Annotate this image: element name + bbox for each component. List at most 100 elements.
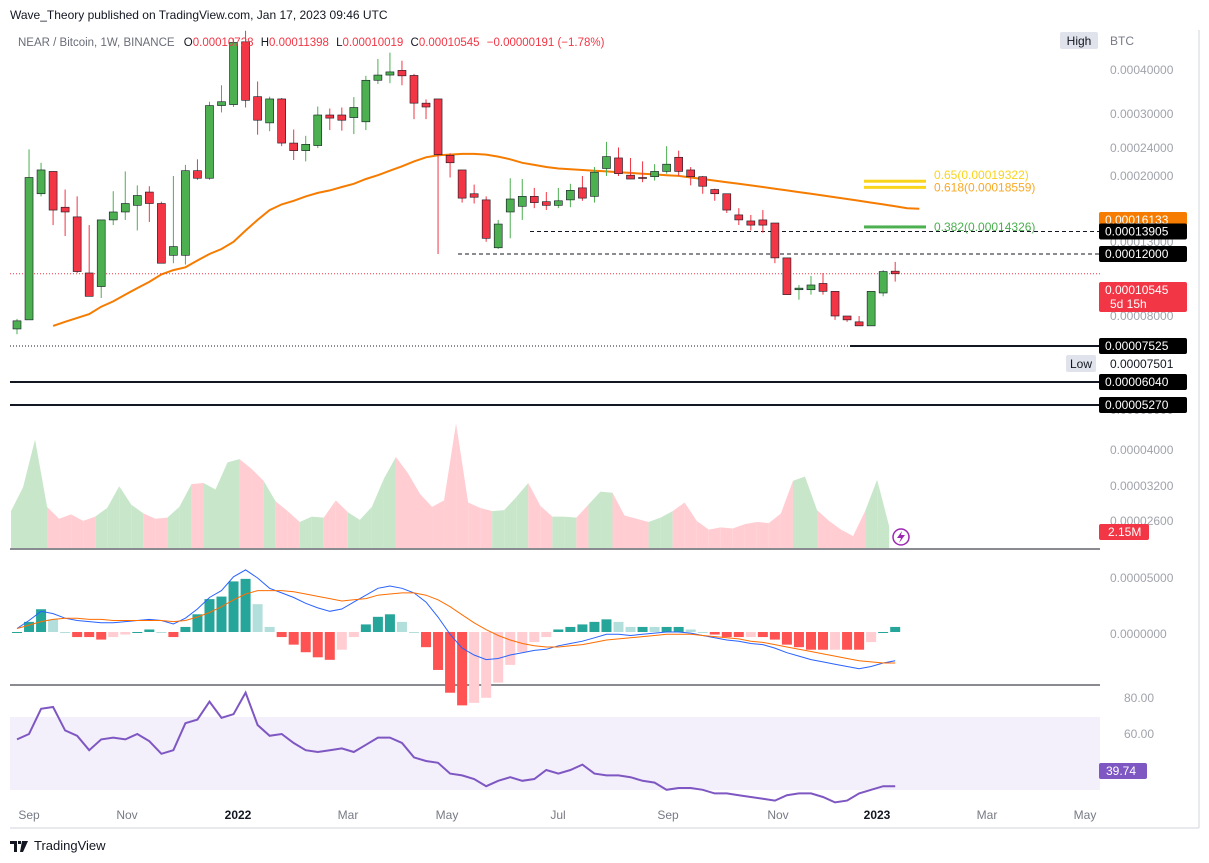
candle-down xyxy=(830,291,840,317)
volume-area xyxy=(516,483,529,548)
candle-up xyxy=(133,195,142,206)
macd-histogram-bar xyxy=(216,596,227,632)
low-value: 0.00010019 xyxy=(343,37,404,49)
candle-down xyxy=(529,196,539,203)
macd-histogram-bar xyxy=(276,632,287,638)
support-tag-3-bg xyxy=(1099,397,1187,413)
time-axis-label: 2023 xyxy=(864,808,891,822)
volume-area xyxy=(528,483,541,548)
time-axis-label: Nov xyxy=(116,808,137,822)
macd-histogram-bar xyxy=(469,632,480,703)
candle-down xyxy=(48,171,58,211)
macd-histogram-bar xyxy=(866,632,877,643)
candle-down xyxy=(277,98,286,144)
candle-down xyxy=(686,169,695,178)
candle-up xyxy=(108,211,118,221)
rsi-series xyxy=(16,690,896,804)
candle-up xyxy=(217,101,226,106)
candle-down xyxy=(842,315,852,321)
macd-histogram-bar xyxy=(781,632,792,645)
candle-down xyxy=(638,177,647,179)
candle-down xyxy=(469,193,479,198)
macd-histogram-bar xyxy=(553,629,564,632)
volume-area xyxy=(732,524,745,548)
tradingview-logo[interactable]: TradingView xyxy=(10,838,106,853)
volume-area xyxy=(71,514,84,548)
volume-area xyxy=(239,459,252,548)
candle-up xyxy=(120,203,130,213)
volume-area xyxy=(768,513,781,548)
volume-area xyxy=(696,520,709,548)
ema-path xyxy=(52,152,920,327)
time-axis-label: 2022 xyxy=(225,808,252,822)
candle-up xyxy=(866,291,876,327)
volume-area xyxy=(395,457,408,548)
volume-area xyxy=(540,505,553,548)
macd-histogram-bar xyxy=(830,632,841,650)
volume-area xyxy=(59,514,72,548)
volume-area xyxy=(420,493,433,548)
volume-tag-bg xyxy=(1099,524,1149,540)
support-tag-3: 0.00005270 xyxy=(1105,398,1169,412)
macd-histogram-bar xyxy=(300,632,311,653)
volume-area xyxy=(335,500,348,548)
open-value: 0.00010728 xyxy=(193,37,254,49)
candle-up xyxy=(181,170,190,256)
candle-up xyxy=(385,71,395,76)
macd-histogram-bar xyxy=(493,632,504,683)
candle-up xyxy=(265,98,274,124)
macd-histogram-bar xyxy=(240,578,251,632)
lightning-icon[interactable] xyxy=(892,528,910,546)
time-axis[interactable]: Sep Nov 2022 Mar May Jul Sep Nov 2023 Mar May xyxy=(18,808,1096,822)
macd-histogram-bar xyxy=(661,626,672,632)
candle-down xyxy=(409,75,419,104)
candle-down xyxy=(60,206,70,213)
volume-area xyxy=(636,518,649,548)
volume-area xyxy=(131,504,144,548)
volume-area xyxy=(588,491,601,548)
low-badge xyxy=(1066,355,1096,372)
volume-axis-label: 0.00004000 xyxy=(1110,443,1174,457)
signal-line xyxy=(16,590,896,664)
volume-area xyxy=(35,439,48,548)
volume-area xyxy=(780,480,793,548)
macd-histogram-bar xyxy=(204,599,215,632)
fib-label: 0.618(0.00018559) xyxy=(934,180,1035,194)
fib-line xyxy=(864,185,926,189)
high-label: High xyxy=(1067,34,1092,48)
candle-up xyxy=(12,320,22,330)
volume-area xyxy=(383,457,396,548)
macd-histogram-bar xyxy=(721,632,732,638)
macd-histogram-bar xyxy=(842,632,853,650)
time-axis-label: Mar xyxy=(977,808,998,822)
volume-area xyxy=(816,510,830,548)
volume-area xyxy=(323,500,336,548)
volume-area xyxy=(203,483,216,548)
candle-up xyxy=(554,200,563,206)
time-axis-label: May xyxy=(1074,808,1097,822)
candle-up xyxy=(169,246,178,256)
volume-area xyxy=(480,507,493,548)
volume-area xyxy=(564,516,577,548)
rsi-tag: 39.74 xyxy=(1106,764,1136,778)
macd-line xyxy=(16,569,896,670)
volume-area xyxy=(504,497,517,548)
candle-down xyxy=(722,193,732,211)
time-axis-label: May xyxy=(436,808,459,822)
macd-histogram-bar xyxy=(505,632,516,665)
candle-up xyxy=(662,163,671,172)
fib-label: 0.65(0.00019322) xyxy=(934,168,1029,182)
macd-histogram-bar xyxy=(192,614,203,632)
macd-histogram-bar xyxy=(745,632,756,638)
volume-area xyxy=(359,506,372,548)
macd-histogram-bar xyxy=(360,624,371,632)
candle-up xyxy=(36,169,46,195)
macd-histogram-bar xyxy=(168,632,179,638)
candle-down xyxy=(710,189,720,195)
candle-up xyxy=(493,223,503,249)
volume-area xyxy=(660,511,673,548)
volume-area xyxy=(756,522,769,548)
tradingview-icon xyxy=(10,840,28,852)
